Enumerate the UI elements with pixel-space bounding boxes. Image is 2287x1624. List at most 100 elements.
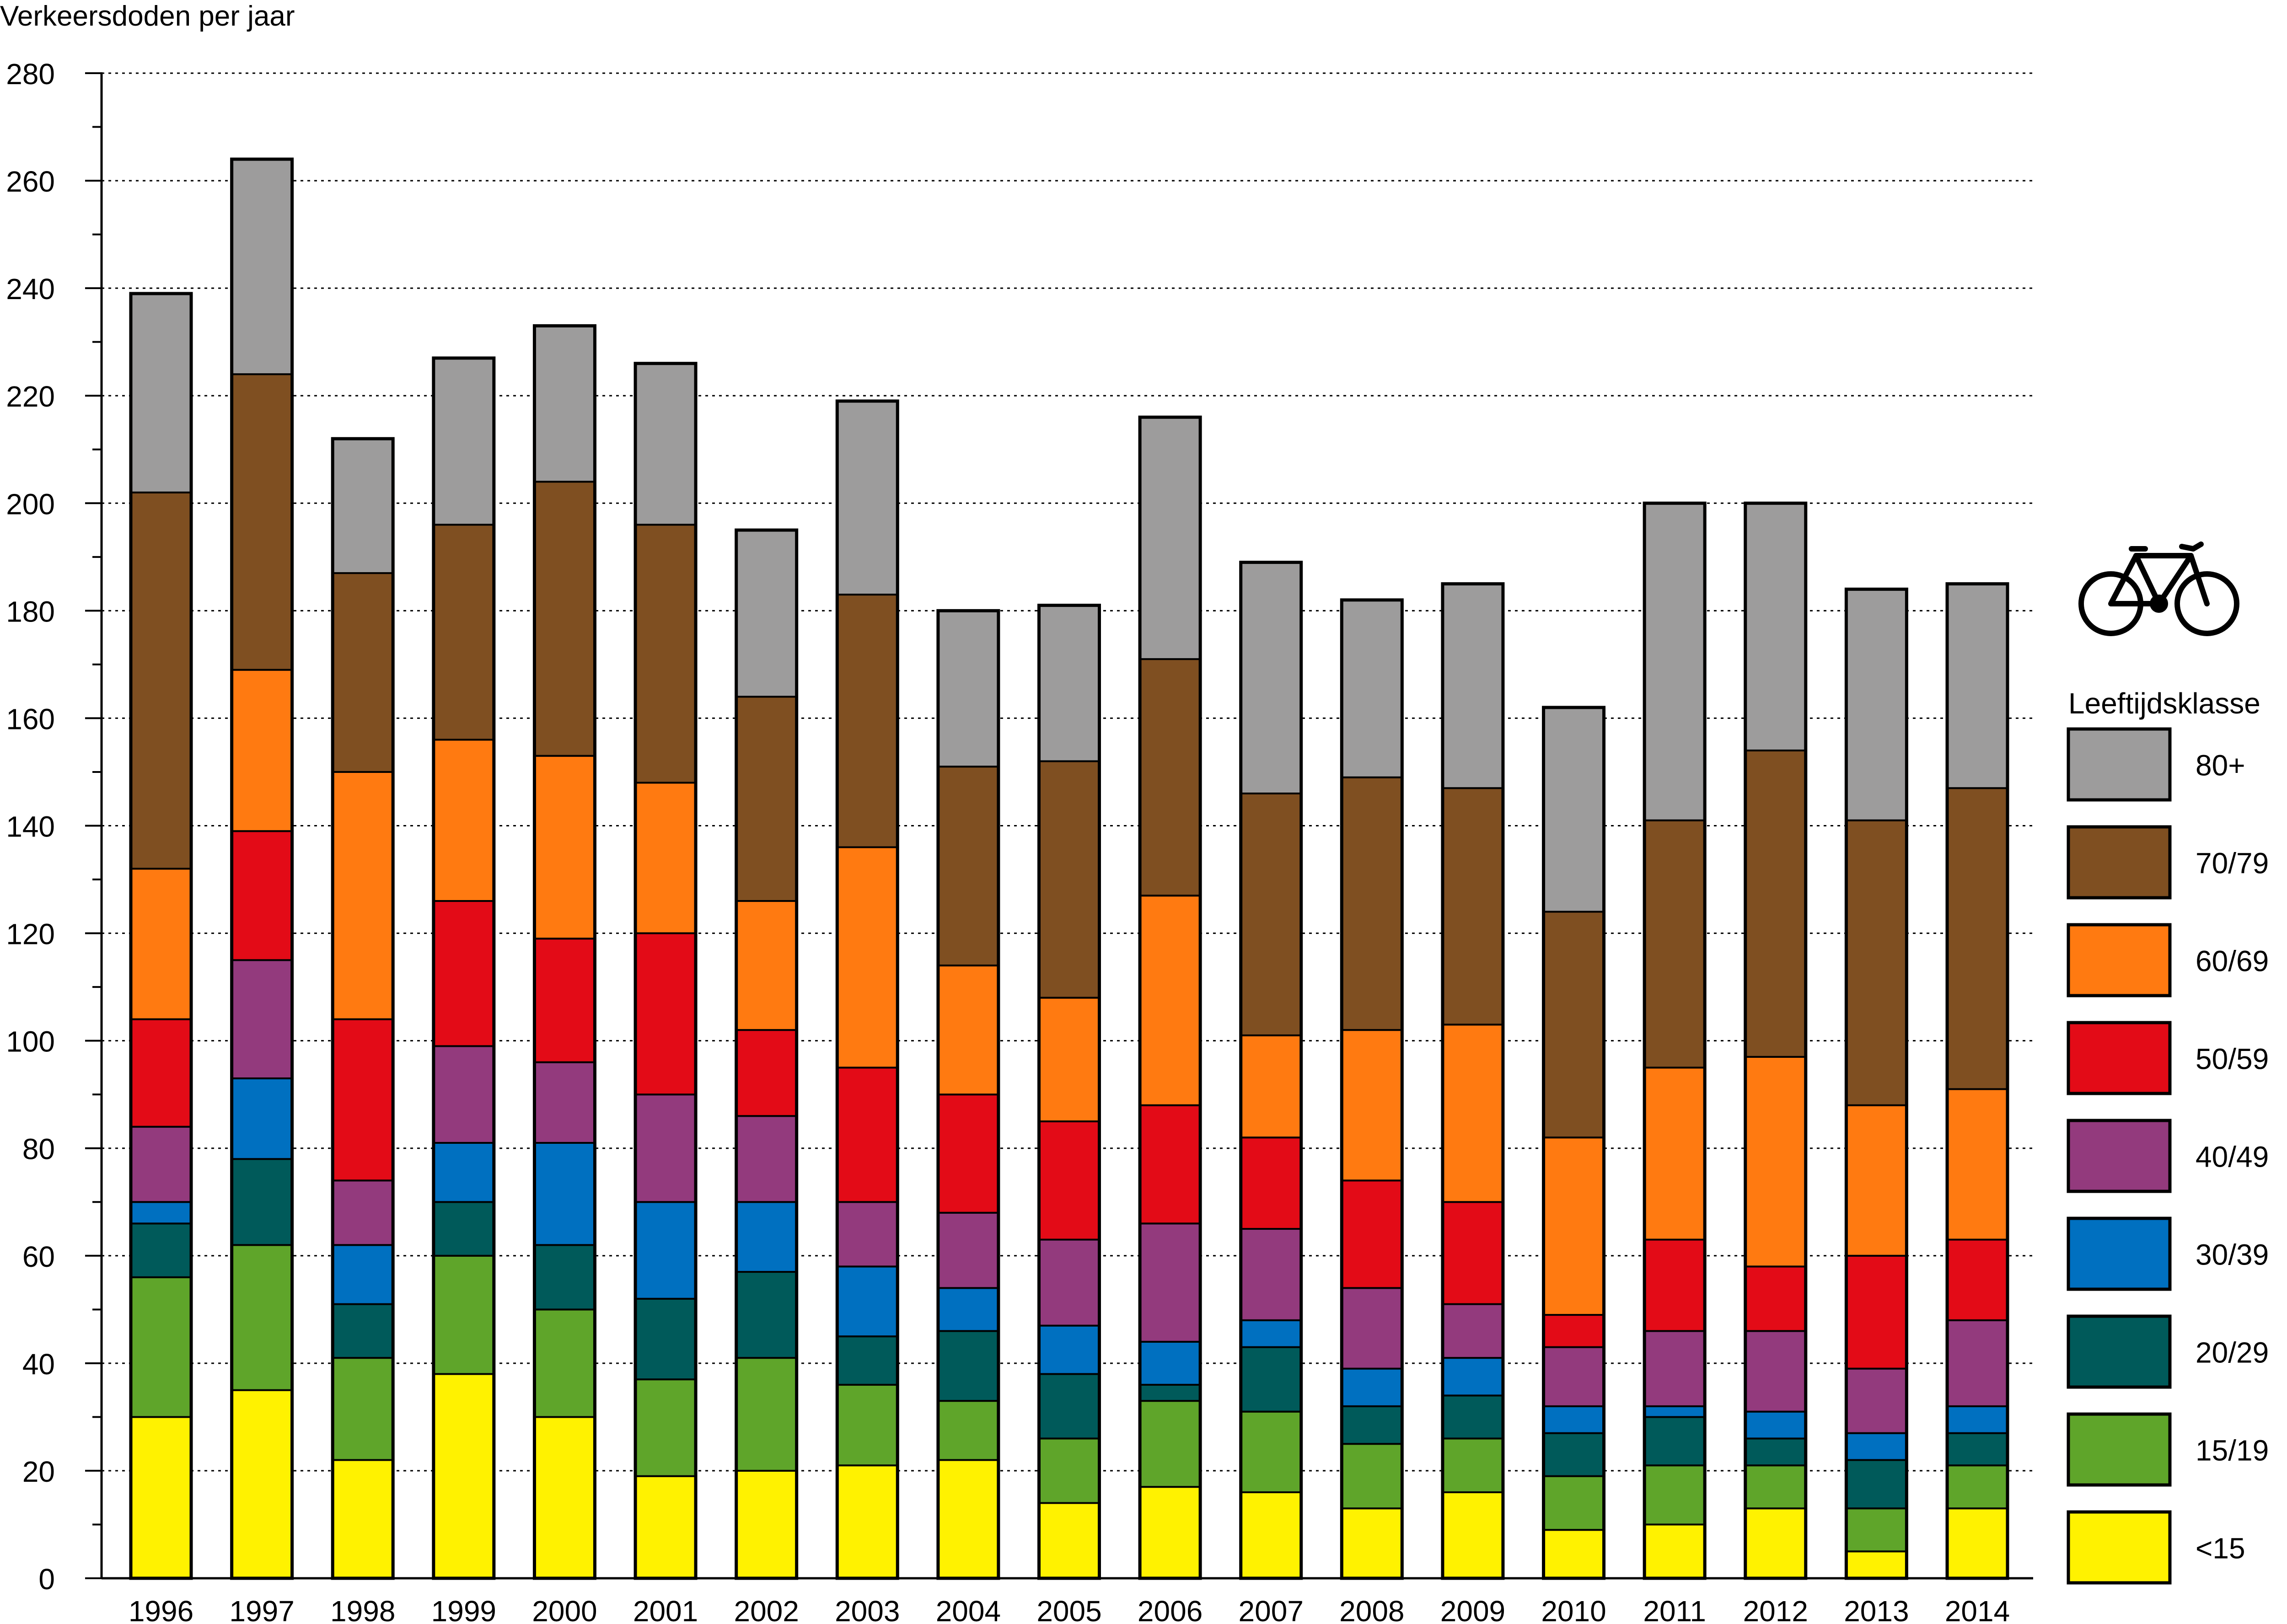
bar-segment — [1946, 1507, 2008, 1580]
bar-stack — [432, 356, 496, 1580]
bar-segment — [332, 1459, 394, 1579]
bar-segment — [735, 1357, 798, 1472]
y-tick-label: 200 — [6, 488, 55, 520]
legend-label: <15 — [2196, 1532, 2245, 1565]
bar-outline — [1239, 561, 1303, 1580]
bar-segment — [332, 572, 394, 773]
bar-segment — [1946, 1432, 2008, 1467]
y-tick-label: 60 — [22, 1240, 55, 1273]
bar-segment — [1845, 1550, 1908, 1580]
bar-segment — [130, 1276, 192, 1418]
y-tick-label: 40 — [22, 1348, 55, 1381]
bar-segment — [634, 782, 697, 934]
bar-segment — [231, 158, 293, 375]
bar-segment — [1139, 1486, 1202, 1579]
bar-segment — [836, 1201, 899, 1268]
bar-segment — [533, 325, 596, 483]
bar-segment — [1744, 1330, 1807, 1413]
bar-segment — [231, 669, 293, 832]
bar-segment — [735, 1115, 798, 1203]
bar-segment — [533, 1308, 596, 1418]
bar-segment — [231, 1244, 293, 1391]
bar-segment — [1744, 1507, 1807, 1580]
bar-stack — [936, 609, 1000, 1580]
bar-segment — [836, 1067, 899, 1203]
bar-segment — [1946, 1088, 2008, 1241]
legend-item: 60/69 — [2067, 923, 2269, 997]
bar-segment — [735, 1029, 798, 1117]
legend-item: <15 — [2067, 1510, 2245, 1585]
bar-segment — [634, 524, 697, 784]
bar-segment — [332, 1357, 394, 1461]
bar-segment — [735, 1469, 798, 1579]
bar-segment — [937, 1287, 999, 1332]
bar-segment — [1240, 1491, 1302, 1580]
legend-label: 30/39 — [2196, 1238, 2269, 1271]
bar-segment — [1341, 1029, 1403, 1182]
bar-outline — [633, 362, 698, 1580]
bar-segment — [1139, 416, 1202, 660]
bar-segment — [1139, 1104, 1202, 1225]
y-tick-label: 0 — [38, 1563, 55, 1596]
x-tick-label: 2006 — [1138, 1595, 1203, 1624]
bar-outline — [1441, 582, 1505, 1580]
bar-segment — [1744, 502, 1807, 751]
legend-item: 15/19 — [2067, 1412, 2269, 1487]
legend-swatch — [2067, 1314, 2172, 1389]
bar-stack — [1542, 706, 1606, 1580]
bar-segment — [1946, 1238, 2008, 1321]
bar-segment — [533, 938, 596, 1063]
bar-segment — [1240, 1136, 1302, 1230]
legend-title: Leeftijdsklasse — [2068, 687, 2260, 720]
bar-segment — [1240, 1228, 1302, 1321]
bar-segment — [937, 965, 999, 1096]
bar-segment — [533, 481, 596, 757]
bar-segment — [533, 1244, 596, 1311]
bar-outline — [1844, 587, 1908, 1580]
bar-segment — [332, 1303, 394, 1359]
bar-segment — [1240, 1034, 1302, 1139]
x-tick-label: 2009 — [1440, 1595, 1505, 1624]
y-tick-label: 80 — [22, 1133, 55, 1166]
bar-stack — [1945, 582, 2009, 1580]
bar-outline — [835, 399, 899, 1580]
bar-segment — [1845, 1367, 1908, 1434]
bar-stack — [1138, 415, 1202, 1580]
bar-segment — [937, 1330, 999, 1402]
bar-segment — [332, 438, 394, 574]
bar-segment — [1643, 819, 1706, 1069]
bar-outline — [1744, 501, 1808, 1580]
legend-label: 50/59 — [2196, 1043, 2269, 1076]
bar-segment — [130, 1018, 192, 1128]
legend-swatch — [2067, 1119, 2172, 1193]
x-tick-label: 2003 — [835, 1595, 900, 1624]
bar-segment — [130, 1416, 192, 1579]
bar-stack — [1441, 582, 1505, 1580]
bar-segment — [231, 1158, 293, 1246]
legend-swatch — [2067, 825, 2172, 900]
bar-segment — [432, 357, 495, 526]
bar-segment — [1542, 1346, 1605, 1407]
legend-label: 20/29 — [2196, 1336, 2269, 1369]
bar-segment — [1643, 502, 1706, 821]
bar-segment — [836, 400, 899, 596]
y-tick-label: 140 — [6, 810, 55, 843]
bar-outline — [129, 292, 193, 1580]
bar-segment — [1240, 1346, 1302, 1413]
y-tick-label: 180 — [6, 595, 55, 628]
bar-segment — [1441, 787, 1504, 1026]
legend-label: 80+ — [2196, 749, 2245, 782]
bar-segment — [1038, 1373, 1101, 1440]
bar-segment — [1038, 1502, 1101, 1579]
legend-swatch — [2067, 1412, 2172, 1487]
bar-segment — [735, 529, 798, 698]
bar-segment — [1341, 599, 1403, 778]
y-tick-label: 100 — [6, 1025, 55, 1058]
bar-segment — [836, 846, 899, 1069]
y-tick-label: 260 — [6, 165, 55, 198]
bar-segment — [937, 1211, 999, 1289]
bar-segment — [130, 491, 192, 870]
x-tick-label: 1997 — [229, 1595, 294, 1624]
bar-segment — [1038, 1437, 1101, 1504]
